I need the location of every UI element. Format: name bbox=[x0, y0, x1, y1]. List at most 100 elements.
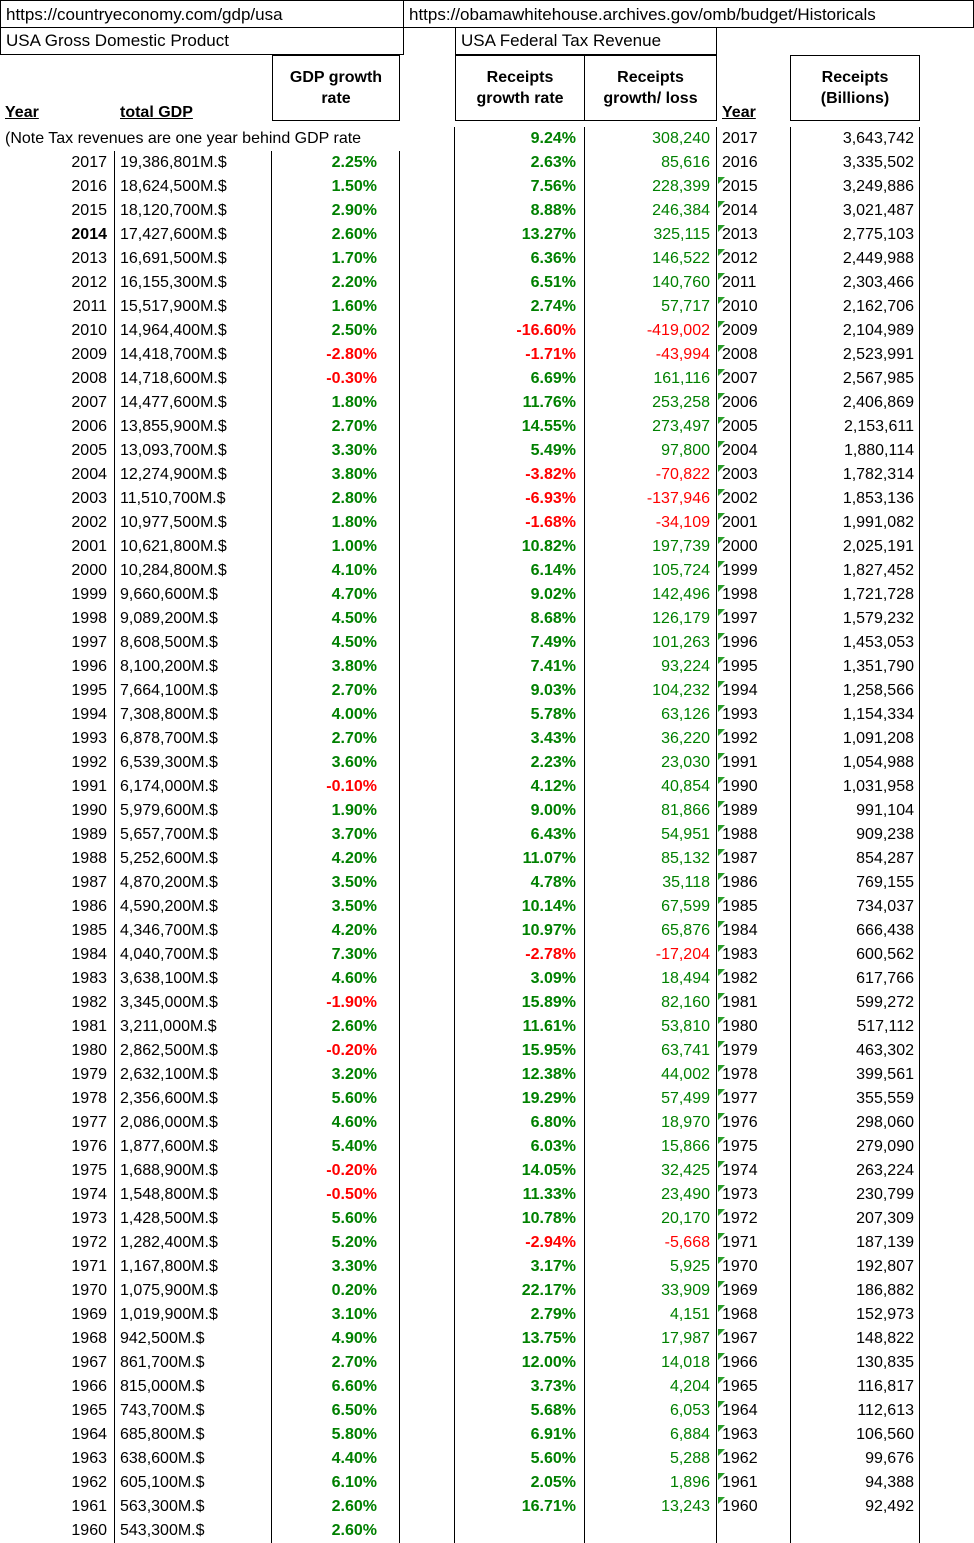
receipts-growth-rate-cell[interactable]: 8.88% bbox=[455, 199, 585, 223]
receipts-value-cell[interactable] bbox=[790, 1519, 920, 1543]
receipts-growth-rate-cell[interactable]: 11.33% bbox=[455, 1183, 585, 1207]
gdp-value-cell[interactable]: 942,500M.$ bbox=[115, 1327, 272, 1351]
receipts-growth-rate-cell[interactable]: 16.71% bbox=[455, 1495, 585, 1519]
receipts-growth-loss-cell[interactable]: -17,204 bbox=[585, 943, 717, 967]
gdp-value-cell[interactable]: 7,308,800M.$ bbox=[115, 703, 272, 727]
gdp-growth-rate-cell[interactable]: 3.70% bbox=[272, 823, 400, 847]
receipts-value-cell[interactable]: 1,579,232 bbox=[790, 607, 920, 631]
receipts-growth-loss-cell[interactable]: 85,132 bbox=[585, 847, 717, 871]
receipts-growth-loss-cell[interactable]: 23,490 bbox=[585, 1183, 717, 1207]
receipts-value-cell[interactable]: 399,561 bbox=[790, 1063, 920, 1087]
gdp-year-cell[interactable]: 1994 bbox=[0, 703, 115, 727]
gdp-year-cell[interactable]: 1992 bbox=[0, 751, 115, 775]
gdp-value-cell[interactable]: 743,700M.$ bbox=[115, 1399, 272, 1423]
receipts-growth-loss-cell[interactable]: 246,384 bbox=[585, 199, 717, 223]
receipts-value-cell[interactable]: 517,112 bbox=[790, 1015, 920, 1039]
receipts-year-cell[interactable]: 1973 bbox=[717, 1183, 775, 1207]
receipts-growth-rate-cell[interactable]: 10.14% bbox=[455, 895, 585, 919]
receipts-value-cell[interactable]: 1,880,114 bbox=[790, 439, 920, 463]
gdp-year-cell[interactable]: 2005 bbox=[0, 439, 115, 463]
receipts-growth-loss-cell[interactable]: 146,522 bbox=[585, 247, 717, 271]
gdp-year-cell[interactable]: 1965 bbox=[0, 1399, 115, 1423]
receipts-year-cell[interactable]: 1979 bbox=[717, 1039, 775, 1063]
gdp-growth-rate-cell[interactable]: 1.60% bbox=[272, 295, 400, 319]
receipts-growth-rate-cell[interactable]: 9.00% bbox=[455, 799, 585, 823]
gdp-value-cell[interactable]: 19,386,801M.$ bbox=[115, 151, 272, 175]
gdp-growth-rate-cell[interactable]: 7.30% bbox=[272, 943, 400, 967]
gdp-growth-rate-cell[interactable]: 2.50% bbox=[272, 319, 400, 343]
gdp-growth-rate-cell[interactable]: -0.50% bbox=[272, 1183, 400, 1207]
gdp-growth-rate-cell[interactable]: 2.70% bbox=[272, 679, 400, 703]
receipts-growth-loss-cell[interactable]: 5,288 bbox=[585, 1447, 717, 1471]
receipts-value-cell[interactable]: 263,224 bbox=[790, 1159, 920, 1183]
gdp-value-cell[interactable]: 14,477,600M.$ bbox=[115, 391, 272, 415]
receipts-growth-loss-cell[interactable]: 33,909 bbox=[585, 1279, 717, 1303]
gdp-growth-rate-cell[interactable]: 3.50% bbox=[272, 871, 400, 895]
receipts-growth-loss-cell[interactable]: 197,739 bbox=[585, 535, 717, 559]
gdp-year-cell[interactable]: 1990 bbox=[0, 799, 115, 823]
receipts-year-cell[interactable]: 2015 bbox=[717, 175, 775, 199]
gdp-value-cell[interactable]: 4,346,700M.$ bbox=[115, 919, 272, 943]
gdp-growth-rate-cell[interactable]: 4.00% bbox=[272, 703, 400, 727]
receipts-value-cell[interactable]: 666,438 bbox=[790, 919, 920, 943]
receipts-value-cell[interactable]: 734,037 bbox=[790, 895, 920, 919]
gdp-growth-rate-cell[interactable]: 2.60% bbox=[272, 1015, 400, 1039]
gdp-growth-rate-cell[interactable]: 4.70% bbox=[272, 583, 400, 607]
gdp-value-cell[interactable]: 1,877,600M.$ bbox=[115, 1135, 272, 1159]
receipts-growth-loss-cell[interactable]: -70,822 bbox=[585, 463, 717, 487]
receipts-value-cell[interactable]: 2,025,191 bbox=[790, 535, 920, 559]
receipts-value-cell[interactable]: 279,090 bbox=[790, 1135, 920, 1159]
receipts-growth-loss-cell[interactable]: 18,970 bbox=[585, 1111, 717, 1135]
gdp-growth-rate-cell[interactable]: 2.70% bbox=[272, 415, 400, 439]
receipts-value-cell[interactable]: 2,775,103 bbox=[790, 223, 920, 247]
gdp-year-cell[interactable]: 2000 bbox=[0, 559, 115, 583]
gdp-growth-rate-cell[interactable]: 1.70% bbox=[272, 247, 400, 271]
receipts-value-cell[interactable]: 2,303,466 bbox=[790, 271, 920, 295]
receipts-growth-loss-cell[interactable]: 36,220 bbox=[585, 727, 717, 751]
receipts-growth-loss-cell[interactable]: -419,002 bbox=[585, 319, 717, 343]
gdp-value-cell[interactable]: 13,855,900M.$ bbox=[115, 415, 272, 439]
gdp-year-cell[interactable]: 1970 bbox=[0, 1279, 115, 1303]
gdp-year-cell[interactable]: 1999 bbox=[0, 583, 115, 607]
receipts-year-cell[interactable]: 2011 bbox=[717, 271, 775, 295]
gdp-year-cell[interactable]: 2006 bbox=[0, 415, 115, 439]
receipts-growth-loss-cell[interactable]: 14,018 bbox=[585, 1351, 717, 1375]
receipts-growth-loss-cell[interactable]: 82,160 bbox=[585, 991, 717, 1015]
receipts-value-cell[interactable]: 1,091,208 bbox=[790, 727, 920, 751]
receipts-year-cell[interactable]: 1966 bbox=[717, 1351, 775, 1375]
gdp-year-cell[interactable]: 2010 bbox=[0, 319, 115, 343]
gdp-value-cell[interactable]: 14,418,700M.$ bbox=[115, 343, 272, 367]
gdp-value-cell[interactable]: 6,878,700M.$ bbox=[115, 727, 272, 751]
receipts-value-cell[interactable]: 186,882 bbox=[790, 1279, 920, 1303]
gdp-value-cell[interactable]: 4,870,200M.$ bbox=[115, 871, 272, 895]
gdp-year-cell[interactable]: 1997 bbox=[0, 631, 115, 655]
receipts-growth-loss-cell[interactable]: 32,425 bbox=[585, 1159, 717, 1183]
receipts-growth-rate-cell[interactable]: 6.43% bbox=[455, 823, 585, 847]
gdp-growth-rate-cell[interactable]: -1.90% bbox=[272, 991, 400, 1015]
receipts-year-cell[interactable]: 1967 bbox=[717, 1327, 775, 1351]
receipts-year-cell[interactable]: 2013 bbox=[717, 223, 775, 247]
gdp-growth-rate-cell[interactable]: -0.20% bbox=[272, 1039, 400, 1063]
receipts-value-cell[interactable]: 94,388 bbox=[790, 1471, 920, 1495]
gdp-year-cell[interactable]: 2008 bbox=[0, 367, 115, 391]
gdp-year-cell[interactable]: 2015 bbox=[0, 199, 115, 223]
receipts-growth-loss-cell[interactable]: 63,741 bbox=[585, 1039, 717, 1063]
tax-source-url[interactable]: https://obamawhitehouse.archives.gov/omb… bbox=[404, 0, 974, 28]
gdp-year-cell[interactable]: 1961 bbox=[0, 1495, 115, 1519]
receipts-value-cell[interactable]: 112,613 bbox=[790, 1399, 920, 1423]
receipts-year-cell[interactable]: 1970 bbox=[717, 1255, 775, 1279]
receipts-value-cell[interactable]: 991,104 bbox=[790, 799, 920, 823]
gdp-year-cell[interactable]: 2001 bbox=[0, 535, 115, 559]
gdp-source-url[interactable]: https://countryeconomy.com/gdp/usa bbox=[0, 0, 404, 28]
gdp-growth-rate-cell[interactable]: 4.10% bbox=[272, 559, 400, 583]
gdp-value-cell[interactable]: 7,664,100M.$ bbox=[115, 679, 272, 703]
gdp-year-cell[interactable]: 1972 bbox=[0, 1231, 115, 1255]
receipts-year-cell[interactable]: 1999 bbox=[717, 559, 775, 583]
receipts-year-cell[interactable]: 1962 bbox=[717, 1447, 775, 1471]
gdp-value-cell[interactable]: 10,977,500M.$ bbox=[115, 511, 272, 535]
gdp-value-cell[interactable]: 1,282,400M.$ bbox=[115, 1231, 272, 1255]
gdp-growth-rate-cell[interactable]: 4.50% bbox=[272, 631, 400, 655]
gdp-growth-rate-cell[interactable]: 2.25% bbox=[272, 151, 400, 175]
gdp-growth-rate-cell[interactable]: 1.80% bbox=[272, 391, 400, 415]
receipts-value-cell[interactable]: 192,807 bbox=[790, 1255, 920, 1279]
